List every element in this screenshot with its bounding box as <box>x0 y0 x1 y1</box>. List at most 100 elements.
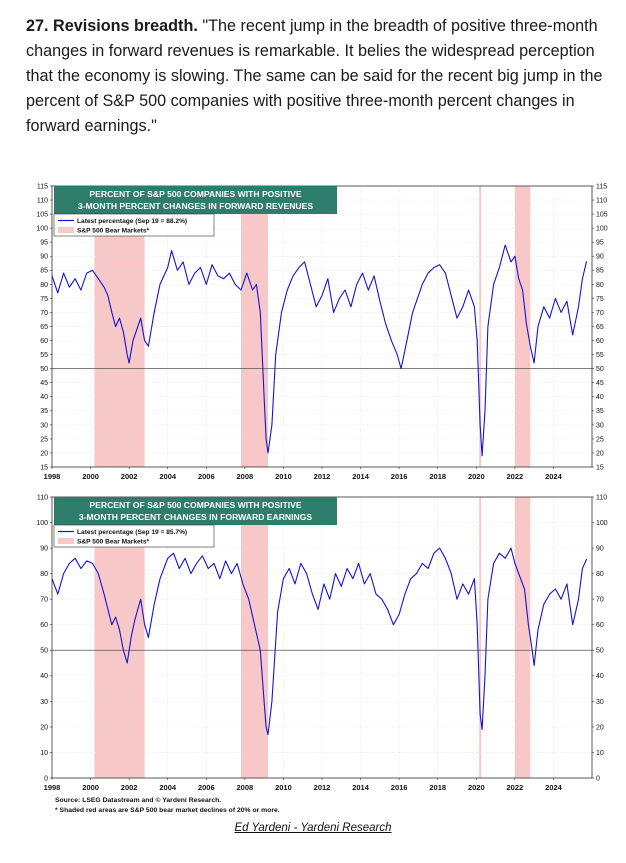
chart1-ytick-label-left: 80 <box>40 282 48 289</box>
chart2-ytick-label-right: 90 <box>596 545 604 552</box>
chart1-ytick-label-right: 20 <box>596 450 604 457</box>
chart2-xtick-label: 2006 <box>198 783 215 792</box>
chart2-ytick-label-right: 80 <box>596 571 604 578</box>
chart2-ytick-label-right: 50 <box>596 648 604 655</box>
chart1-ytick-label-left: 55 <box>40 352 48 359</box>
chart1-xtick-label: 2016 <box>391 472 408 481</box>
chart1-ytick-label-right: 35 <box>596 408 604 415</box>
chart2-ytick-label-right: 0 <box>596 775 600 782</box>
chart1-ytick-label-left: 110 <box>37 197 48 204</box>
chart1-title-box <box>54 186 337 214</box>
chart2-xtick-label: 2002 <box>121 783 138 792</box>
intro-paragraph: 27. Revisions breadth. "The recent jump … <box>26 14 606 139</box>
chart1-xtick-label: 2008 <box>237 472 254 481</box>
chart2-ytick-label-right: 110 <box>596 494 607 501</box>
chart1-ytick-label-left: 100 <box>36 226 48 233</box>
chart2-ytick-label-left: 90 <box>40 545 48 552</box>
chart1-title-line1: PERCENT OF S&P 500 COMPANIES WITH POSITI… <box>89 189 301 199</box>
chart2-bear-market-band <box>241 497 268 778</box>
chart1-ytick-label-right: 85 <box>596 268 604 275</box>
chart2-ytick-label-left: 0 <box>44 775 48 782</box>
bear-market-footnote: * Shaded red areas are S&P 500 bear mark… <box>55 807 280 814</box>
chart2-xtick-label: 2020 <box>468 783 485 792</box>
chart1-xtick-label: 2022 <box>507 472 524 481</box>
chart1-ytick-label-right: 90 <box>596 254 604 261</box>
chart1-ytick-label-right: 50 <box>596 366 604 373</box>
chart1-xtick-label: 2020 <box>468 472 485 481</box>
chart1-ytick-label-left: 40 <box>40 394 48 401</box>
attribution-link[interactable]: Ed Yardeni - Yardeni Research <box>234 822 392 834</box>
chart1-ytick-label-left: 35 <box>40 408 48 415</box>
chart1-ytick-label-right: 105 <box>596 212 608 219</box>
chart1-legend <box>53 213 215 237</box>
chart2-xtick-label: 2000 <box>82 783 99 792</box>
chart2-ytick-label-right: 70 <box>596 597 604 604</box>
chart2-title-line2: 3-MONTH PERCENT CHANGES IN FORWARD EARNI… <box>79 512 313 522</box>
chart2-xtick-label: 2024 <box>545 783 563 792</box>
chart1-ytick-label-right: 15 <box>596 464 604 471</box>
chart2-ytick-label-left: 100 <box>36 520 48 527</box>
chart1-ytick-label-right: 65 <box>596 324 604 331</box>
chart2-legend-bear-label: S&P 500 Bear Markets* <box>77 539 150 546</box>
chart1-ytick-label-right: 55 <box>596 352 604 359</box>
chart1-ytick-label-right: 75 <box>596 296 604 303</box>
chart2-xtick-label: 2012 <box>314 783 331 792</box>
chart2-ytick-label-right: 40 <box>596 673 604 680</box>
chart1-ytick-label-left: 105 <box>36 212 48 219</box>
chart2-xtick-label: 2022 <box>507 783 524 792</box>
chart2-ytick-label-left: 50 <box>40 648 48 655</box>
chart2-legend <box>53 524 215 548</box>
chart1-ytick-label-left: 60 <box>40 338 48 345</box>
chart2-ytick-label-left: 40 <box>40 673 48 680</box>
chart2-title-box <box>54 497 337 525</box>
chart2-xtick-label: 2008 <box>237 783 254 792</box>
chart2-xtick-label: 2004 <box>159 783 177 792</box>
chart1-xtick-label: 2006 <box>198 472 215 481</box>
chart1-ytick-label-left: 65 <box>40 324 48 331</box>
intro-heading: 27. Revisions breadth. <box>26 17 198 35</box>
chart1-ytick-label-left: 15 <box>40 464 48 471</box>
chart1-ytick-label-right: 40 <box>596 394 604 401</box>
chart1-xtick-label: 2024 <box>545 472 563 481</box>
chart1-xtick-label: 1998 <box>44 472 61 481</box>
chart1-series-line <box>51 244 588 457</box>
chart1-ytick-label-right: 60 <box>596 338 604 345</box>
chart1-ytick-label-left: 45 <box>40 380 48 387</box>
chart1-ytick-label-right: 100 <box>596 226 608 233</box>
source-note: Source: LSEG Datastream and © Yardeni Re… <box>55 796 221 804</box>
chart2-ytick-label-left: 80 <box>40 571 48 578</box>
chart2-legend-bear-swatch <box>58 538 74 544</box>
chart1-xtick-label: 2010 <box>275 472 292 481</box>
chart1-xtick-label: 2014 <box>352 472 370 481</box>
chart1-ytick-label-right: 115 <box>596 183 607 190</box>
chart2-ytick-label-left: 10 <box>40 750 48 757</box>
chart1-xtick-label: 2012 <box>314 472 331 481</box>
chart2-xtick-label: 1998 <box>44 783 61 792</box>
chart1-xtick-label: 2004 <box>159 472 177 481</box>
intro-text: "The recent jump in the breadth of posit… <box>26 17 603 135</box>
chart2-ytick-label-left: 60 <box>40 622 48 629</box>
chart2-xtick-label: 2016 <box>391 783 408 792</box>
chart1-ytick-label-right: 25 <box>596 436 604 443</box>
chart1-ytick-label-left: 95 <box>40 240 48 247</box>
chart2-ytick-label-left: 20 <box>40 724 48 731</box>
chart2-ytick-label-left: 70 <box>40 597 48 604</box>
chart1-ytick-label-left: 30 <box>40 422 48 429</box>
chart2-ytick-label-left: 110 <box>37 494 48 501</box>
chart1-ytick-label-right: 30 <box>596 422 604 429</box>
chart2-bear-market-band <box>479 497 482 778</box>
chart1-ytick-label-right: 110 <box>596 197 607 204</box>
chart2-xtick-label: 2014 <box>352 783 370 792</box>
chart1-ytick-label-left: 70 <box>40 310 48 317</box>
chart1-ytick-label-left: 90 <box>40 254 48 261</box>
chart2-series-line <box>51 547 588 736</box>
chart1-legend-series-label: Latest percentage (Sep 19 = 88.2%) <box>77 218 187 225</box>
chart1-ytick-label-left: 115 <box>37 183 48 190</box>
chart1-ytick-label-right: 80 <box>596 282 604 289</box>
chart1-legend-bear-label: S&P 500 Bear Markets* <box>77 228 150 235</box>
chart1-xtick-label: 2002 <box>121 472 138 481</box>
chart2-legend-series-label: Latest percentage (Sep 19 = 85.7%) <box>77 529 187 536</box>
chart2-title-line1: PERCENT OF S&P 500 COMPANIES WITH POSITI… <box>89 500 301 510</box>
chart2-ytick-label-left: 30 <box>40 699 48 706</box>
